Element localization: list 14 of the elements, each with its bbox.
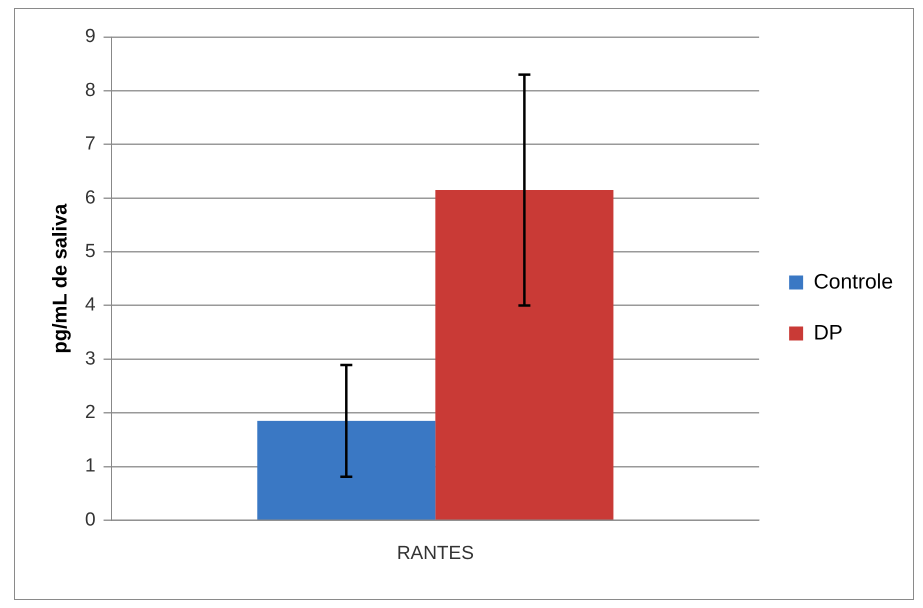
y-tick-label: 0 (84, 509, 96, 530)
y-tick-label: 6 (84, 187, 96, 208)
y-tick-label: 2 (84, 402, 96, 424)
legend-label: Controle (814, 270, 894, 294)
y-tick-label: 5 (84, 240, 96, 262)
y-tick-label: 3 (84, 348, 96, 370)
y-tick-label: 8 (84, 80, 96, 101)
y-tick-label: 7 (84, 134, 96, 155)
x-tick-label: RANTES (396, 542, 474, 564)
y-tick-label: 4 (84, 294, 96, 316)
legend-label: DP (814, 321, 843, 344)
y-tick-label: 1 (84, 456, 96, 477)
y-axis-title: pg/mL de saliva (50, 202, 72, 354)
y-tick-label: 9 (84, 26, 96, 48)
